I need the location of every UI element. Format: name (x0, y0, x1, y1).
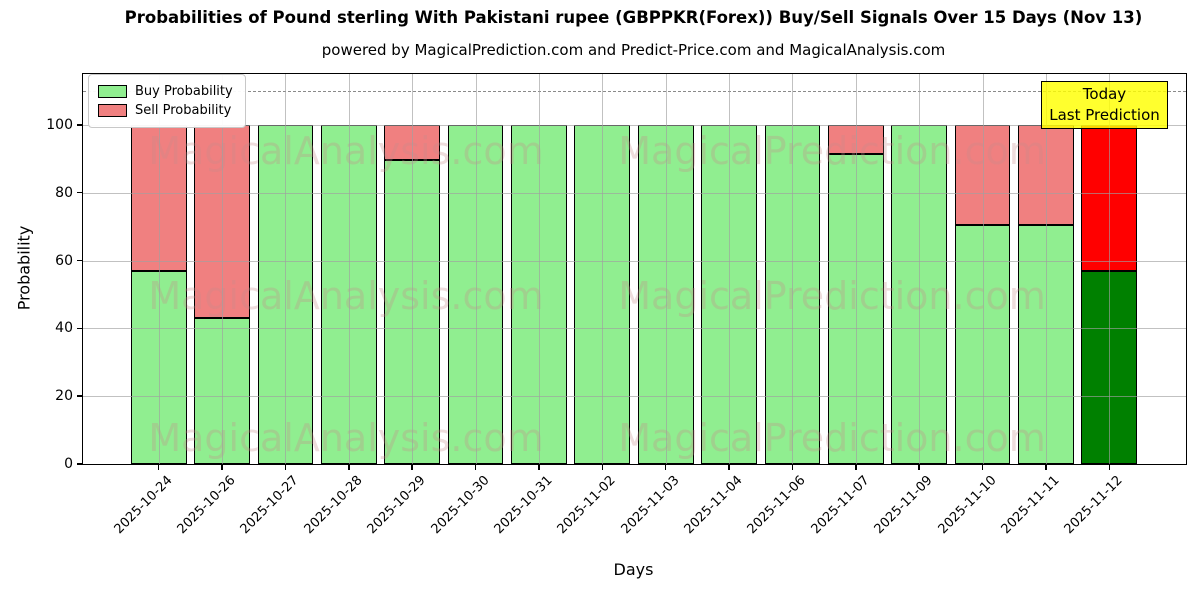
gridline-v (919, 74, 921, 464)
plot-area: MagicalAnalysis.com MagicalPrediction.com… (46, 73, 1187, 537)
chart-title: Probabilities of Pound sterling With Pak… (124, 8, 1143, 27)
gridline-h (83, 260, 1186, 262)
x-tick-mark (981, 464, 984, 470)
gridline-v (982, 74, 984, 464)
dashed-reference-line (83, 90, 1186, 92)
bar-sell-segment (954, 124, 1011, 225)
bar-buy-segment (954, 224, 1011, 464)
sell-color-swatch (98, 104, 127, 117)
x-axis-title: Days (613, 560, 654, 579)
gridline-v (665, 74, 667, 464)
today-annotation-line1: Today (1082, 85, 1127, 103)
today-annotation-line2: Last Prediction (1049, 106, 1160, 124)
bar-buy-segment (1081, 270, 1138, 464)
y-tick-mark (77, 463, 83, 465)
bar-sell-segment (1081, 124, 1138, 271)
gridline-v (729, 74, 731, 464)
x-tick-mark (538, 464, 540, 470)
bar-buy-segment (701, 124, 757, 464)
x-tick-mark (1045, 464, 1047, 470)
gridline-v (602, 74, 604, 464)
x-tick-mark (348, 464, 350, 470)
bar-buy-segment (891, 124, 948, 464)
gridline-v (285, 74, 287, 464)
y-tick-label: 80 (55, 184, 73, 201)
gridline-v (1109, 74, 1111, 464)
legend-label-buy: Buy Probability (135, 84, 233, 99)
gridline-v (158, 74, 160, 464)
bar-buy-segment (384, 160, 441, 464)
gridline-h (83, 124, 1186, 126)
y-tick-label: 60 (55, 252, 73, 269)
y-tick-mark (77, 191, 83, 194)
bar-buy-segment (130, 270, 187, 464)
gridline-v (1045, 74, 1047, 464)
axis-ticks-layer: 0 20 40 60 80 100 2025-10-24 2025-10-26 2025-10-… (46, 74, 1186, 537)
gridline-h (83, 192, 1186, 194)
y-tick-label: 20 (55, 388, 73, 405)
bar-buy-segment (574, 124, 631, 464)
gridline-v (538, 74, 540, 464)
today-annotation: Today Last Prediction (1041, 81, 1168, 129)
x-tick-mark (157, 464, 160, 470)
gridline-h (83, 396, 1186, 398)
x-tick-mark (284, 464, 287, 470)
y-tick-label: 0 (64, 456, 73, 472)
legend: Buy Probability Sell Probability (88, 74, 246, 128)
legend-entry-sell: Sell Probability (98, 101, 235, 120)
gridline-v (855, 74, 857, 464)
buy-color-swatch (98, 85, 127, 98)
gridline-h (83, 328, 1186, 330)
bar-sell-segment (130, 124, 187, 271)
x-tick-mark (601, 464, 603, 470)
legend-label-sell: Sell Probability (135, 103, 232, 118)
y-tick-mark (77, 327, 83, 330)
legend-entry-buy: Buy Probability (98, 82, 235, 101)
x-tick-mark (221, 464, 223, 470)
bar-buy-segment (511, 124, 567, 464)
bar-buy-segment (1018, 224, 1074, 464)
gridline-v (348, 74, 350, 464)
grid-layer (83, 74, 1186, 464)
y-tick-mark (77, 395, 83, 397)
y-tick-label: 100 (46, 116, 73, 133)
bar-buy-segment (194, 318, 250, 464)
gridline-v (792, 74, 794, 464)
bar-buy-segment (827, 153, 884, 464)
bar-sell-segment (1018, 124, 1074, 225)
y-axis-title: Probability (14, 225, 34, 311)
y-tick-label: 40 (55, 320, 73, 337)
x-tick-mark (855, 464, 857, 470)
bar-buy-segment (257, 124, 314, 464)
x-tick-mark (664, 464, 667, 470)
gridline-v (222, 74, 224, 464)
chart-subtitle: powered by MagicalPrediction.com and Pre… (321, 41, 946, 59)
bar-buy-segment (320, 124, 377, 464)
x-tick-mark (728, 464, 730, 470)
x-tick-mark (411, 464, 413, 470)
bar-buy-segment (637, 124, 694, 464)
gridline-v (412, 74, 414, 464)
x-tick-mark (474, 464, 477, 470)
gridline-v (475, 74, 477, 464)
bar-buy-segment (764, 124, 821, 464)
x-tick-mark (791, 464, 794, 470)
y-tick-mark (77, 124, 83, 126)
x-tick-mark (1108, 464, 1110, 470)
bars-layer (83, 74, 1186, 464)
x-tick-mark (918, 464, 920, 470)
y-tick-mark (77, 259, 83, 262)
bar-sell-segment (194, 124, 250, 319)
